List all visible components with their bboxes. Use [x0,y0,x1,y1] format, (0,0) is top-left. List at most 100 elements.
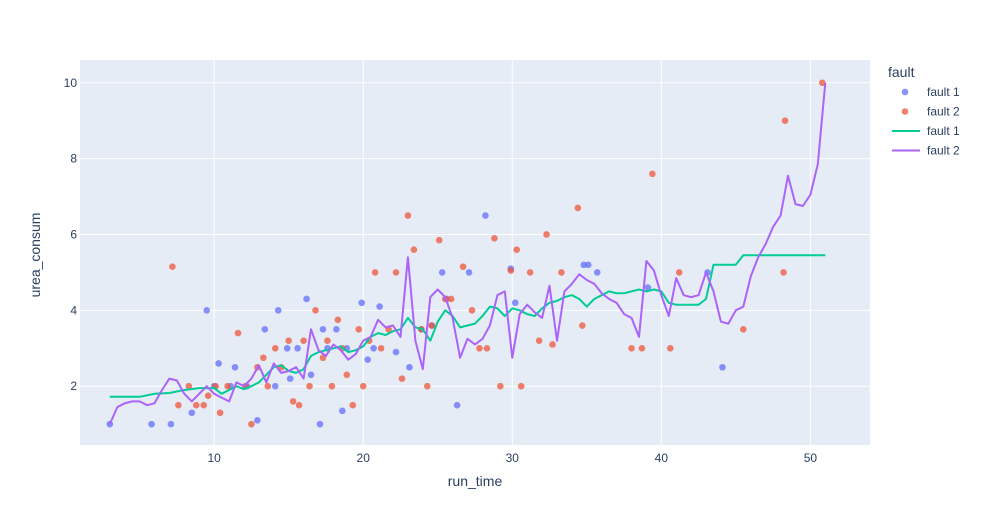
legend-item: fault 1 [901,85,960,99]
data-point [216,409,224,417]
legend-marker [901,108,909,115]
y-tick-labels: 2 4 6 8 10 [64,76,78,393]
data-point [231,363,239,371]
series-line-3 [109,254,826,398]
data-point [169,263,176,271]
x-tick-label: 30 [506,451,520,465]
data-point [644,284,652,291]
data-point [303,295,310,303]
legend-title: fault [888,64,915,80]
legend-label: fault 1 [927,85,960,99]
data-point [200,401,208,409]
data-point [295,401,303,409]
data-point [286,375,294,382]
data-point [316,420,324,428]
x-axis-title: run_time [448,473,503,489]
data-point [675,269,683,276]
data-point [638,344,646,352]
data-point [364,356,371,363]
legend-label: fault 1 [927,124,960,138]
data-point [283,344,291,352]
data-point [476,344,483,352]
data-point [579,322,586,329]
data-point [526,269,534,276]
legend-item: fault 1 [892,124,960,138]
data-point [497,382,504,390]
data-point [289,398,297,405]
data-point [740,326,747,333]
data-point [359,382,367,390]
x-tick-label: 20 [357,451,371,465]
data-point [584,261,592,269]
data-point [224,382,231,390]
x-tick-labels: 10 20 30 40 50 [207,451,817,465]
y-tick-label: 8 [70,152,77,166]
data-point [465,269,473,276]
data-point [819,79,826,87]
data-point [334,316,342,324]
data-point [511,299,519,307]
data-point [517,382,525,390]
y-tick-label: 6 [70,227,77,241]
data-point [349,401,357,409]
data-point [780,269,787,276]
data-point [234,329,242,337]
data-point [392,269,400,276]
data-point [428,322,436,329]
data-point [392,348,400,356]
data-point [188,409,196,417]
data-point [491,234,498,242]
data-point [535,337,543,344]
data-point [438,269,446,276]
data-point [300,337,307,344]
data-point [215,360,222,367]
y-tick-label: 2 [70,379,77,393]
data-point [358,299,366,307]
data-point [306,382,313,390]
data-point [376,303,383,310]
x-tick-label: 50 [804,451,818,465]
data-point [482,212,489,219]
legend-label: fault 2 [927,105,960,119]
data-point [254,417,261,424]
data-point [370,344,377,352]
data-point [271,382,279,390]
x-tick-label: 40 [655,451,669,465]
data-point [307,371,315,379]
data-point [260,354,267,362]
data-point [593,269,601,276]
data-point [204,392,212,399]
data-point [203,307,210,314]
data-point [167,420,175,428]
data-point [355,326,363,333]
plot-area [80,60,870,445]
data-point [319,326,327,333]
data-point [410,246,418,253]
grid-lines [80,60,870,445]
data-point [398,375,406,382]
legend-item: fault 2 [901,105,960,119]
data-point [328,382,336,390]
data-point [483,344,491,352]
legend-item: fault 2 [892,144,960,158]
data-point [339,407,346,415]
data-point [371,269,379,276]
data-point [424,382,431,390]
data-point [333,326,340,333]
data-point [781,117,789,124]
data-point [285,337,292,344]
data-point [248,420,255,428]
data-point [549,341,556,348]
legend: fault fault 1 fault 2 fault 1 fault 2 [888,64,960,158]
legend-marker [901,88,909,96]
y-tick-label: 10 [64,76,78,90]
legend-label: fault 2 [927,144,960,158]
data-point [406,363,413,371]
data-point [148,420,155,428]
data-point [649,170,656,178]
data-point [324,337,331,344]
data-point [264,382,272,390]
data-point [435,236,443,244]
data-point [294,344,301,352]
